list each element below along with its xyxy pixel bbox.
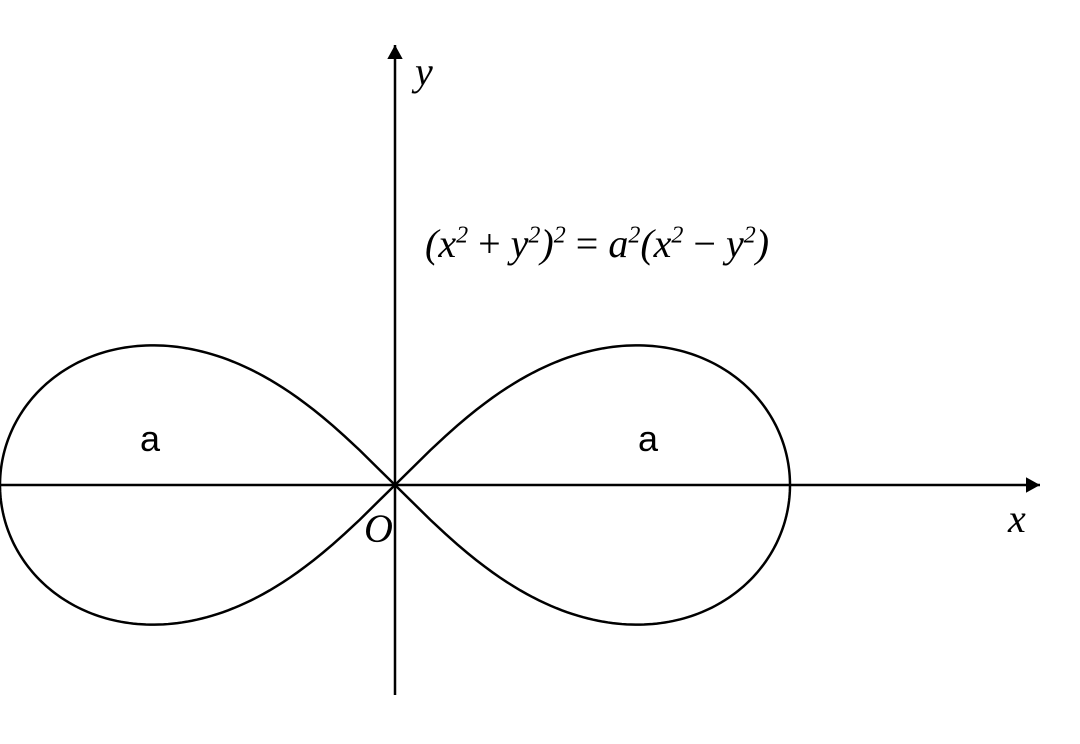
param-a-left: a [140, 418, 160, 460]
lemniscate-plot [0, 0, 1080, 744]
y-axis-label: y [415, 48, 433, 95]
origin-label: O [364, 505, 393, 552]
x-axis-label: x [1008, 495, 1026, 542]
curve-equation: (x2 + y2)2 = a2(x2 − y2) [425, 220, 769, 267]
param-a-right: a [638, 418, 658, 460]
